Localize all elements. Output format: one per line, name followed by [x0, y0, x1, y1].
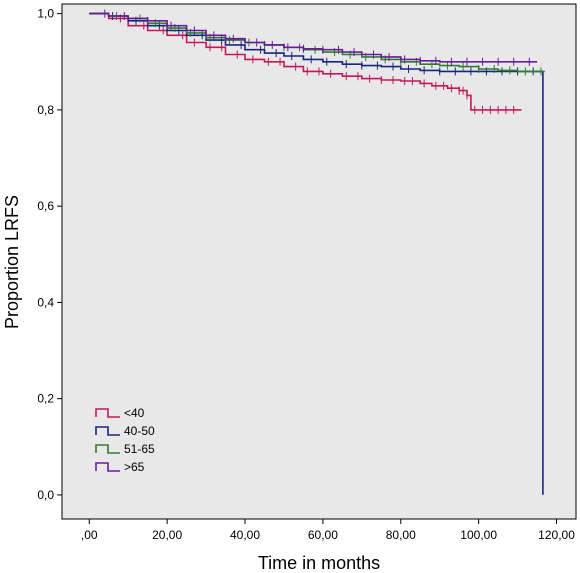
y-tick-label: 0,2	[37, 392, 54, 406]
series-line	[89, 12, 538, 63]
x-tick-label: ,00	[81, 528, 98, 542]
y-tick-label: 0,8	[37, 103, 54, 117]
legend-item: >65	[95, 460, 145, 474]
legend-item: 51-65	[95, 442, 155, 456]
series-0	[89, 12, 522, 114]
y-tick-label: 0,6	[37, 199, 54, 213]
x-tick-label: 40,00	[230, 528, 260, 542]
x-tick-label: 60,00	[308, 528, 338, 542]
series-layer	[89, 9, 545, 495]
legend-item: 40-50	[95, 424, 155, 438]
y-tick-label: 0,0	[37, 488, 54, 502]
legend-label: <40	[124, 406, 145, 420]
legend-swatch	[95, 408, 120, 418]
x-tick-label: 80,00	[386, 528, 416, 542]
series-3	[89, 9, 538, 66]
y-axis-title: Proportion LRFS	[2, 195, 22, 329]
legend-swatch	[95, 426, 120, 436]
legend-label: 51-65	[124, 442, 155, 456]
x-tick-label: 120,00	[538, 528, 575, 542]
y-tick-label: 0,4	[37, 295, 54, 309]
x-axis: ,00 20,00 40,00 60,00 80,00 100,00 120,00	[81, 519, 575, 542]
x-tick-label: 100,00	[460, 528, 497, 542]
plot-area	[61, 3, 577, 520]
y-axis: 0,0 0,2 0,4 0,6 0,8 1,0	[37, 7, 62, 502]
legend-swatch	[95, 462, 120, 472]
legend-label: 40-50	[124, 424, 155, 438]
series-line	[89, 12, 522, 111]
x-tick-label: 20,00	[152, 528, 182, 542]
legend-item: <40	[95, 406, 145, 420]
y-tick-label: 1,0	[37, 7, 54, 21]
x-axis-title: Time in months	[258, 553, 380, 573]
legend: <40 40-50 51-65 >65	[95, 406, 155, 474]
legend-label: >65	[124, 460, 145, 474]
legend-swatch	[95, 444, 120, 454]
